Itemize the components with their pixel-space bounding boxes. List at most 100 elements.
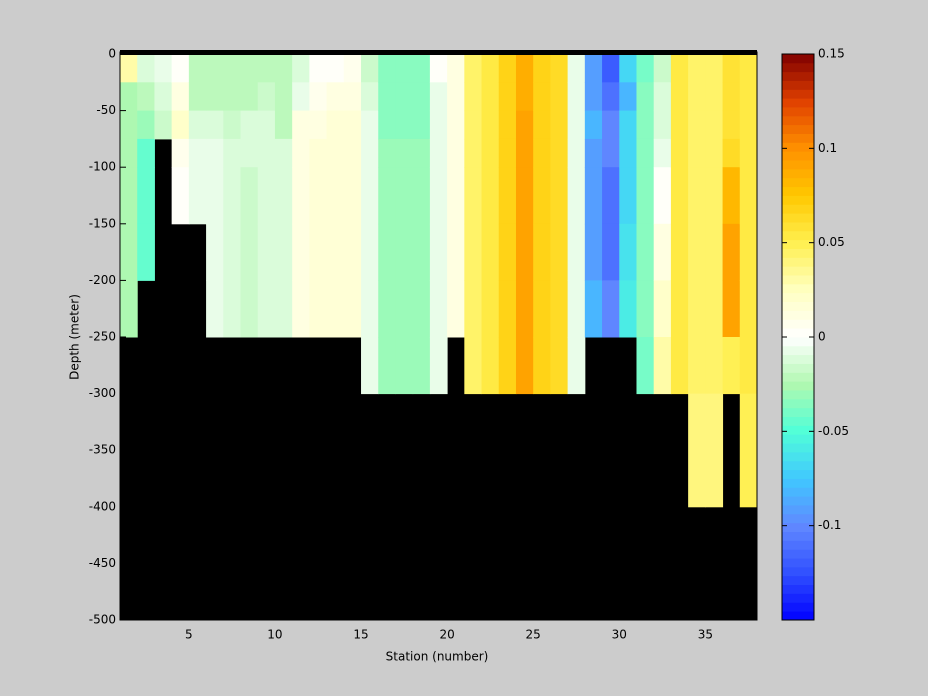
heat-cell [705,110,724,140]
heat-cell [670,110,689,140]
heat-cell [429,82,448,112]
colorbar-swatch [782,381,814,391]
heat-cell [636,280,655,338]
heat-cell [739,337,758,395]
heat-cell [137,138,155,168]
heat-cell [722,138,741,168]
heat-cell [240,167,259,225]
heat-cell [498,167,517,225]
heat-cell [653,280,672,338]
heat-cell [447,138,465,168]
heat-cell [722,280,741,338]
x-tick-label: 15 [353,628,368,642]
heat-cell [171,167,190,225]
heat-cell [636,110,655,140]
heat-cell [137,167,155,225]
heat-cell [137,110,155,140]
heat-cell [361,337,379,395]
heat-cell [309,82,328,112]
colorbar-swatch [782,354,814,364]
y-tick-label: -150 [89,216,116,230]
y-tick-label: -400 [89,499,116,513]
heat-cell [137,82,155,112]
heat-cell [653,138,672,168]
heat-cell [240,54,259,83]
heat-cell [550,223,569,281]
heat-cell [567,223,586,281]
colorbar-swatch [782,89,814,99]
heat-cell [722,82,741,112]
heat-cell [739,223,758,281]
heat-cell [515,82,534,112]
heat-cell [361,110,379,140]
heat-cell [395,223,414,281]
heat-cell [447,223,465,281]
heat-cell [395,138,414,168]
heat-cell [206,280,224,338]
heat-cell [464,82,483,112]
colorbar-swatch [782,593,814,603]
heat-cell [464,54,483,83]
heat-cell [688,138,706,168]
colorbar-swatch [782,416,814,426]
y-tick-label: -200 [89,273,116,287]
heat-cell [550,337,569,395]
x-tick-label: 5 [185,628,193,642]
heat-cell [498,223,517,281]
heat-cell [395,280,414,338]
heat-cell [481,337,500,395]
heat-cell [705,54,724,83]
heat-cell [739,110,758,140]
heat-cell [705,138,724,168]
heat-cell [567,337,586,395]
heat-cell [602,280,620,338]
heat-cell [515,110,534,140]
colorbar-swatch [782,142,814,152]
heat-cell [464,337,483,395]
colorbar-swatch [782,407,814,417]
heat-cell [361,138,379,168]
colorbar-tick-label: 0.1 [818,141,837,155]
heat-cell [361,54,379,83]
heat-cell [688,223,706,281]
colorbar-swatch [782,204,814,214]
heat-cell [653,337,672,395]
heat-cell [412,82,431,112]
heat-cell [567,138,586,168]
colorbar-swatch [782,239,814,249]
heat-cell [206,138,224,168]
heat-cell [705,82,724,112]
y-tick-label: -100 [89,160,116,174]
heat-cell [481,82,500,112]
heat-cell [636,223,655,281]
heat-cell [515,54,534,83]
heat-cell [550,280,569,338]
heat-cell [447,110,465,140]
colorbar-swatch [782,575,814,586]
heat-cell [120,223,138,281]
heat-cell [533,138,551,168]
heat-cell [481,223,500,281]
heat-cell [464,223,483,281]
colorbar-swatch [782,54,814,64]
colorbar-swatch [782,451,814,462]
heat-cell [533,54,551,83]
heat-cell [171,110,190,140]
heat-cell [584,223,603,281]
heat-cell [223,110,242,140]
heat-cell [722,54,741,83]
heat-cell [309,167,328,225]
heat-cell [257,280,276,338]
heat-cell [378,110,396,140]
y-tick-label: -500 [89,613,116,627]
heat-cell [515,337,534,395]
colorbar-swatch [782,566,814,577]
heat-cell [309,110,328,140]
heat-cell [309,138,328,168]
heat-cell [206,82,224,112]
y-tick-label: -450 [89,556,116,570]
heat-cell [292,280,310,338]
heat-cell [429,167,448,225]
heat-cell [206,110,224,140]
heat-cell [447,280,465,338]
